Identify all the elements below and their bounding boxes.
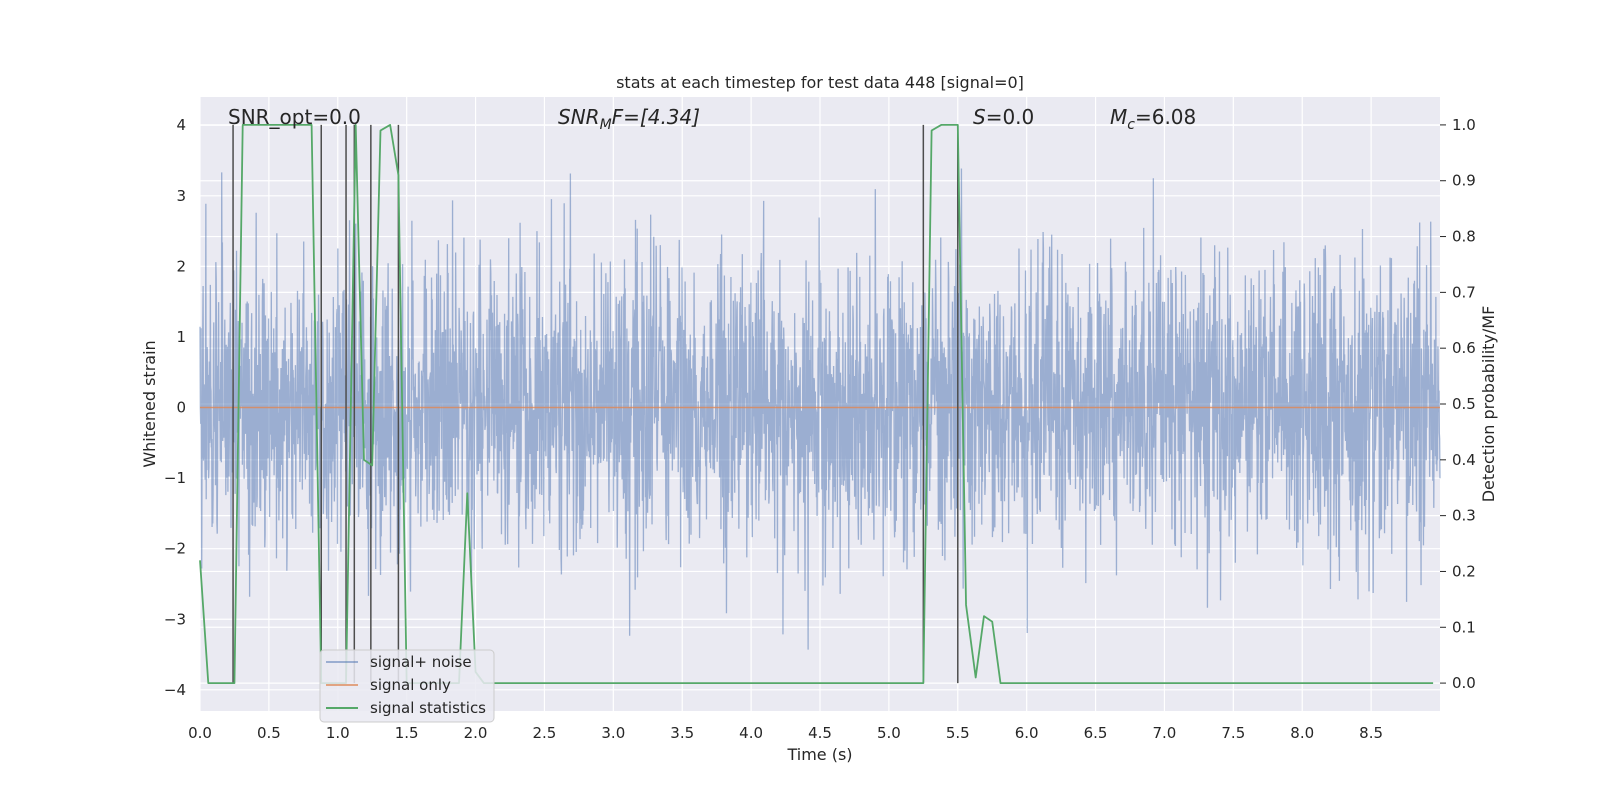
y-left-tick-label: −2 bbox=[164, 540, 186, 558]
y-axis-right-label: Detection probability/MF bbox=[1479, 306, 1498, 503]
x-tick-label: 1.5 bbox=[395, 724, 419, 742]
legend: signal+ noise signal only signal statist… bbox=[319, 649, 495, 723]
tick-layer: 0.0 0.5 1.0 1.5 2.0 2.5 3.0 3.5 4.0 4.5 5.0 5.5 6.0 6… bbox=[164, 116, 1476, 742]
y-left-tick-label: 3 bbox=[176, 187, 186, 205]
y-right-tick-label: 0.7 bbox=[1452, 283, 1476, 301]
x-tick-label: 8.5 bbox=[1359, 724, 1383, 742]
annotation-snr-opt: SNR_opt=0.0 bbox=[228, 105, 361, 129]
annotation-mc-main: M bbox=[1110, 105, 1127, 129]
annotation-mc-sub: c bbox=[1127, 117, 1135, 133]
annotation-mc: Mc=6.08 bbox=[1110, 105, 1196, 133]
x-tick-label: 5.0 bbox=[877, 724, 901, 742]
y-right-tick-label: 0.3 bbox=[1452, 507, 1476, 525]
y-right-tick-label: 0.8 bbox=[1452, 228, 1476, 246]
y-left-tick-label: −4 bbox=[164, 681, 186, 699]
x-tick-label: 6.0 bbox=[1015, 724, 1039, 742]
annotation-snr-mf-sub: M bbox=[600, 117, 612, 133]
x-tick-label: 3.5 bbox=[670, 724, 694, 742]
x-tick-label: 4.5 bbox=[808, 724, 832, 742]
y-right-tick-label: 0.4 bbox=[1452, 451, 1476, 469]
x-tick-label: 6.5 bbox=[1084, 724, 1108, 742]
legend-box bbox=[319, 649, 495, 723]
legend-label-signal-statistics: signal statistics bbox=[370, 699, 486, 717]
series-signal-noise bbox=[199, 168, 1441, 650]
x-tick-label: 8.0 bbox=[1290, 724, 1314, 742]
y-left-tick-label: 0 bbox=[176, 399, 186, 417]
annotation-snr-mf: SNRMF=[4.34] bbox=[558, 105, 700, 133]
legend-label-signal-noise: signal+ noise bbox=[370, 653, 472, 671]
x-tick-label: 3.0 bbox=[601, 724, 625, 742]
y-axis-left-label: Whitened strain bbox=[140, 340, 159, 467]
y-left-tick-label: 4 bbox=[176, 116, 186, 134]
annotation-s-rest: =0.0 bbox=[986, 105, 1035, 129]
y-right-tick-label: 0.2 bbox=[1452, 562, 1476, 580]
noise-layer bbox=[199, 168, 1441, 650]
x-tick-label: 1.0 bbox=[326, 724, 350, 742]
y-right-tick-label: 1.0 bbox=[1452, 116, 1476, 134]
x-tick-label: 0.5 bbox=[257, 724, 281, 742]
annotation-s: S=0.0 bbox=[973, 105, 1034, 129]
x-tick-label: 4.0 bbox=[739, 724, 763, 742]
annotation-mc-rest: =6.08 bbox=[1135, 105, 1196, 129]
y-left-tick-label: −3 bbox=[164, 610, 186, 628]
annotation-snr-mf-main: SNR bbox=[558, 105, 600, 129]
y-left-tick-label: 2 bbox=[176, 257, 186, 275]
legend-label-signal-only: signal only bbox=[370, 676, 451, 694]
x-tick-label: 7.0 bbox=[1153, 724, 1177, 742]
y-right-tick-label: 0.0 bbox=[1452, 674, 1476, 692]
x-tick-label: 2.5 bbox=[533, 724, 557, 742]
x-tick-label: 7.5 bbox=[1221, 724, 1245, 742]
y-right-tick-label: 0.9 bbox=[1452, 172, 1476, 190]
y-right-tick-label: 0.1 bbox=[1452, 618, 1476, 636]
annotation-s-main: S bbox=[973, 105, 986, 129]
x-tick-label: 0.0 bbox=[188, 724, 212, 742]
y-right-tick-label: 0.5 bbox=[1452, 395, 1476, 413]
x-axis-label: Time (s) bbox=[786, 745, 852, 764]
y-right-tick-label: 0.6 bbox=[1452, 339, 1476, 357]
y-left-tick-label: 1 bbox=[176, 328, 186, 346]
x-tick-label: 2.0 bbox=[464, 724, 488, 742]
annotation-snr-mf-rest: F=[4.34] bbox=[612, 105, 700, 129]
chart-title: stats at each timestep for test data 448… bbox=[616, 73, 1024, 92]
x-tick-label: 5.5 bbox=[946, 724, 970, 742]
y-left-tick-label: −1 bbox=[164, 469, 186, 487]
